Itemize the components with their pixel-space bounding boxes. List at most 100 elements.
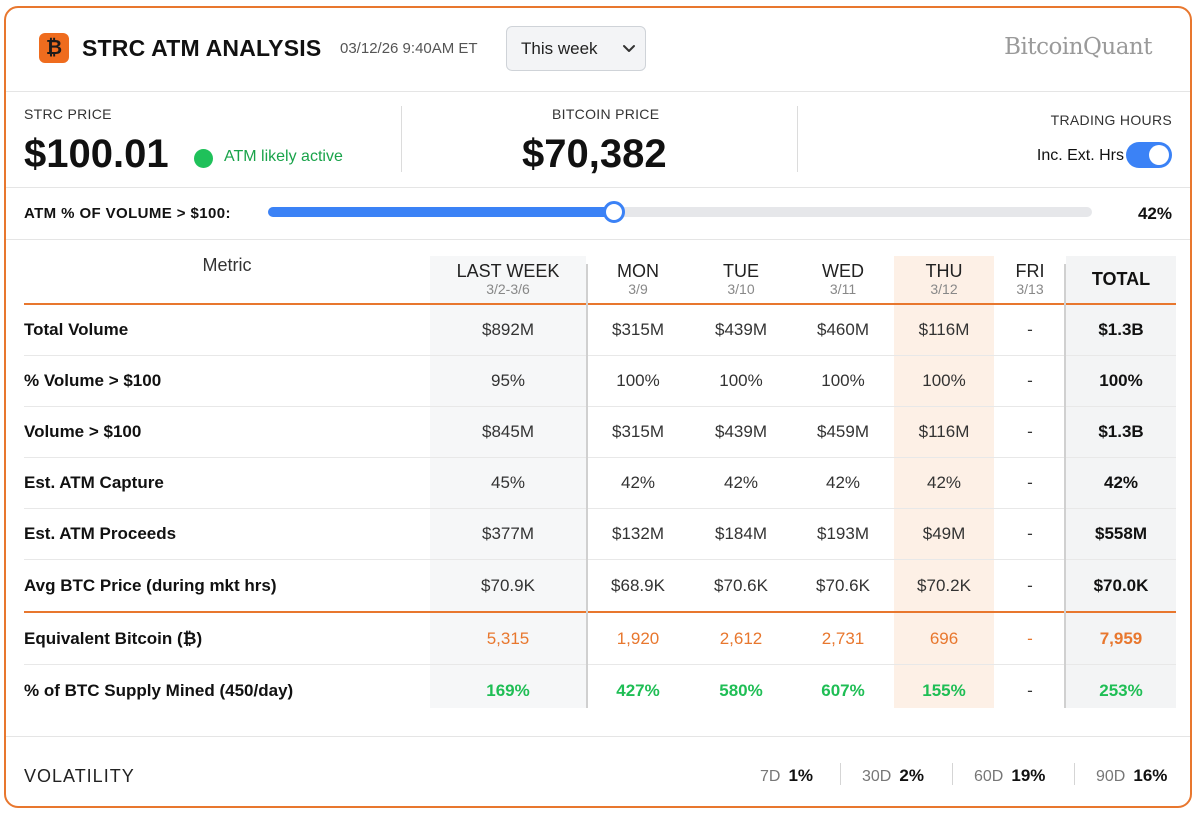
row-label: % Volume > $100 <box>24 371 162 390</box>
cell: 42% <box>926 473 962 492</box>
cell: - <box>1027 575 1033 595</box>
status-dot-icon <box>194 149 213 168</box>
row-label: % of BTC Supply Mined (450/day) <box>24 680 294 700</box>
total-cell: 100% <box>1099 371 1143 390</box>
divider <box>401 106 402 172</box>
bitcoin-price-value: $70,382 <box>522 132 667 176</box>
cell: $184M <box>715 524 767 543</box>
volatility-row: VOLATILITY 7D 1% 30D 2% 60D 19% 90D 16% <box>6 736 1190 806</box>
cell: 42% <box>723 473 759 492</box>
total-cell: 42% <box>1103 473 1139 492</box>
row-label: Total Volume <box>24 320 129 339</box>
cell: 45% <box>490 473 526 492</box>
total-cell: $558M <box>1095 524 1147 543</box>
row-label: Avg BTC Price (during mkt hrs) <box>24 575 277 595</box>
cell: $439M <box>715 422 767 441</box>
row-label: Est. ATM Capture <box>24 473 164 492</box>
table-header: Metric LAST WEEK 3/2-3/6 MON 3/9 TUE 3/1… <box>24 255 1176 304</box>
cell: - <box>1027 422 1033 441</box>
cell: 1,920 <box>616 629 660 648</box>
cell: $70.2K <box>917 575 971 595</box>
row-label: Equivalent Bitcoin (₿) <box>24 629 203 648</box>
cell: 95% <box>490 371 526 390</box>
cell: 100% <box>719 371 763 390</box>
col-header-thu: THU 3/12 <box>894 256 994 304</box>
volatility-value: 16% <box>1133 766 1168 785</box>
atm-status: ATM likely active <box>224 148 343 165</box>
today-column-bg <box>894 256 994 708</box>
total-cell: $1.3B <box>1098 422 1144 441</box>
col-day: TUE <box>723 261 759 282</box>
header-divider <box>24 303 1176 305</box>
col-date: 3/11 <box>829 281 857 298</box>
total-cell: $70.0K <box>1093 575 1149 595</box>
row-label: Est. ATM Proceeds <box>24 524 177 543</box>
cell: - <box>1027 680 1033 700</box>
table-row: Est. ATM Proceeds $377M $132M $184M $193… <box>24 509 1176 560</box>
divider <box>952 763 953 785</box>
strc-price-value: $100.01 <box>24 132 169 176</box>
col-day: LAST WEEK <box>456 261 560 282</box>
col-header-tue: TUE 3/10 <box>690 256 792 304</box>
col-header-fri: FRI 3/13 <box>994 256 1066 304</box>
volatility-30d: 30D 2% <box>862 766 924 786</box>
cell: $116M <box>918 422 970 441</box>
cell: $68.9K <box>611 575 665 595</box>
cell: $377M <box>482 524 534 543</box>
ext-hours-toggle[interactable] <box>1126 142 1172 168</box>
cell: - <box>1027 524 1033 543</box>
col-header-wed: WED 3/11 <box>792 256 894 304</box>
col-day: WED <box>822 261 864 282</box>
cell: $49M <box>922 524 966 543</box>
total-cell: 7,959 <box>1099 629 1143 648</box>
cell: $116M <box>918 320 970 339</box>
trading-hours-label: TRADING HOURS <box>1050 112 1172 128</box>
cell: 100% <box>616 371 660 390</box>
analysis-card: ₿ STRC ATM ANALYSIS 03/12/26 9:40AM ET T… <box>4 6 1192 808</box>
cell: - <box>1027 629 1033 648</box>
row-label: Volume > $100 <box>24 422 142 441</box>
col-date: 3/9 <box>628 281 648 298</box>
cell: $70.6K <box>714 575 768 595</box>
volatility-period: 7D <box>760 768 781 785</box>
cell: $459M <box>817 422 869 441</box>
col-header-mon: MON 3/9 <box>588 256 688 304</box>
range-select[interactable]: This week <box>506 26 646 71</box>
volatility-period: 90D <box>1096 768 1126 785</box>
cell: 100% <box>922 371 966 390</box>
table-row: Est. ATM Capture 45% 42% 42% 42% 42% - 4… <box>24 458 1176 509</box>
toggle-knob <box>1149 145 1169 165</box>
atm-volume-slider[interactable] <box>268 201 1092 223</box>
volatility-90d: 90D 16% <box>1096 766 1167 786</box>
cell: $460M <box>817 320 869 339</box>
slider-thumb[interactable] <box>603 201 626 223</box>
price-row: STRC PRICE $100.01 ATM likely active BIT… <box>6 92 1190 188</box>
atm-volume-row: ATM % OF VOLUME > $100: 42% <box>6 188 1190 240</box>
cell: - <box>1027 473 1033 492</box>
cell: 100% <box>821 371 865 390</box>
cell: 696 <box>929 629 959 648</box>
cell: $315M <box>612 422 664 441</box>
cell: $439M <box>715 320 767 339</box>
cell: 607% <box>821 680 865 700</box>
bitcoin-price-label: BITCOIN PRICE <box>552 106 660 122</box>
table-row: Avg BTC Price (during mkt hrs) $70.9K $6… <box>24 560 1176 611</box>
divider <box>840 763 841 785</box>
header: ₿ STRC ATM ANALYSIS 03/12/26 9:40AM ET T… <box>6 8 1190 92</box>
column-divider <box>586 264 588 708</box>
col-day: THU <box>925 261 963 282</box>
cell: 42% <box>620 473 656 492</box>
divider <box>797 106 798 172</box>
volatility-60d: 60D 19% <box>974 766 1045 786</box>
table-row: % Volume > $100 95% 100% 100% 100% 100% … <box>24 356 1176 407</box>
bitcoin-logo-icon: ₿ <box>39 33 69 63</box>
col-day: TOTAL <box>1091 269 1151 290</box>
total-column-bg <box>1066 256 1176 708</box>
col-header-last-week: LAST WEEK 3/2-3/6 <box>430 256 586 304</box>
cell: 2,731 <box>821 629 865 648</box>
table-row: Total Volume $892M $315M $439M $460M $11… <box>24 305 1176 356</box>
cell: 427% <box>616 680 660 700</box>
col-date: 3/12 <box>930 281 958 298</box>
cell: - <box>1027 320 1033 339</box>
last-week-column-bg <box>430 256 586 708</box>
